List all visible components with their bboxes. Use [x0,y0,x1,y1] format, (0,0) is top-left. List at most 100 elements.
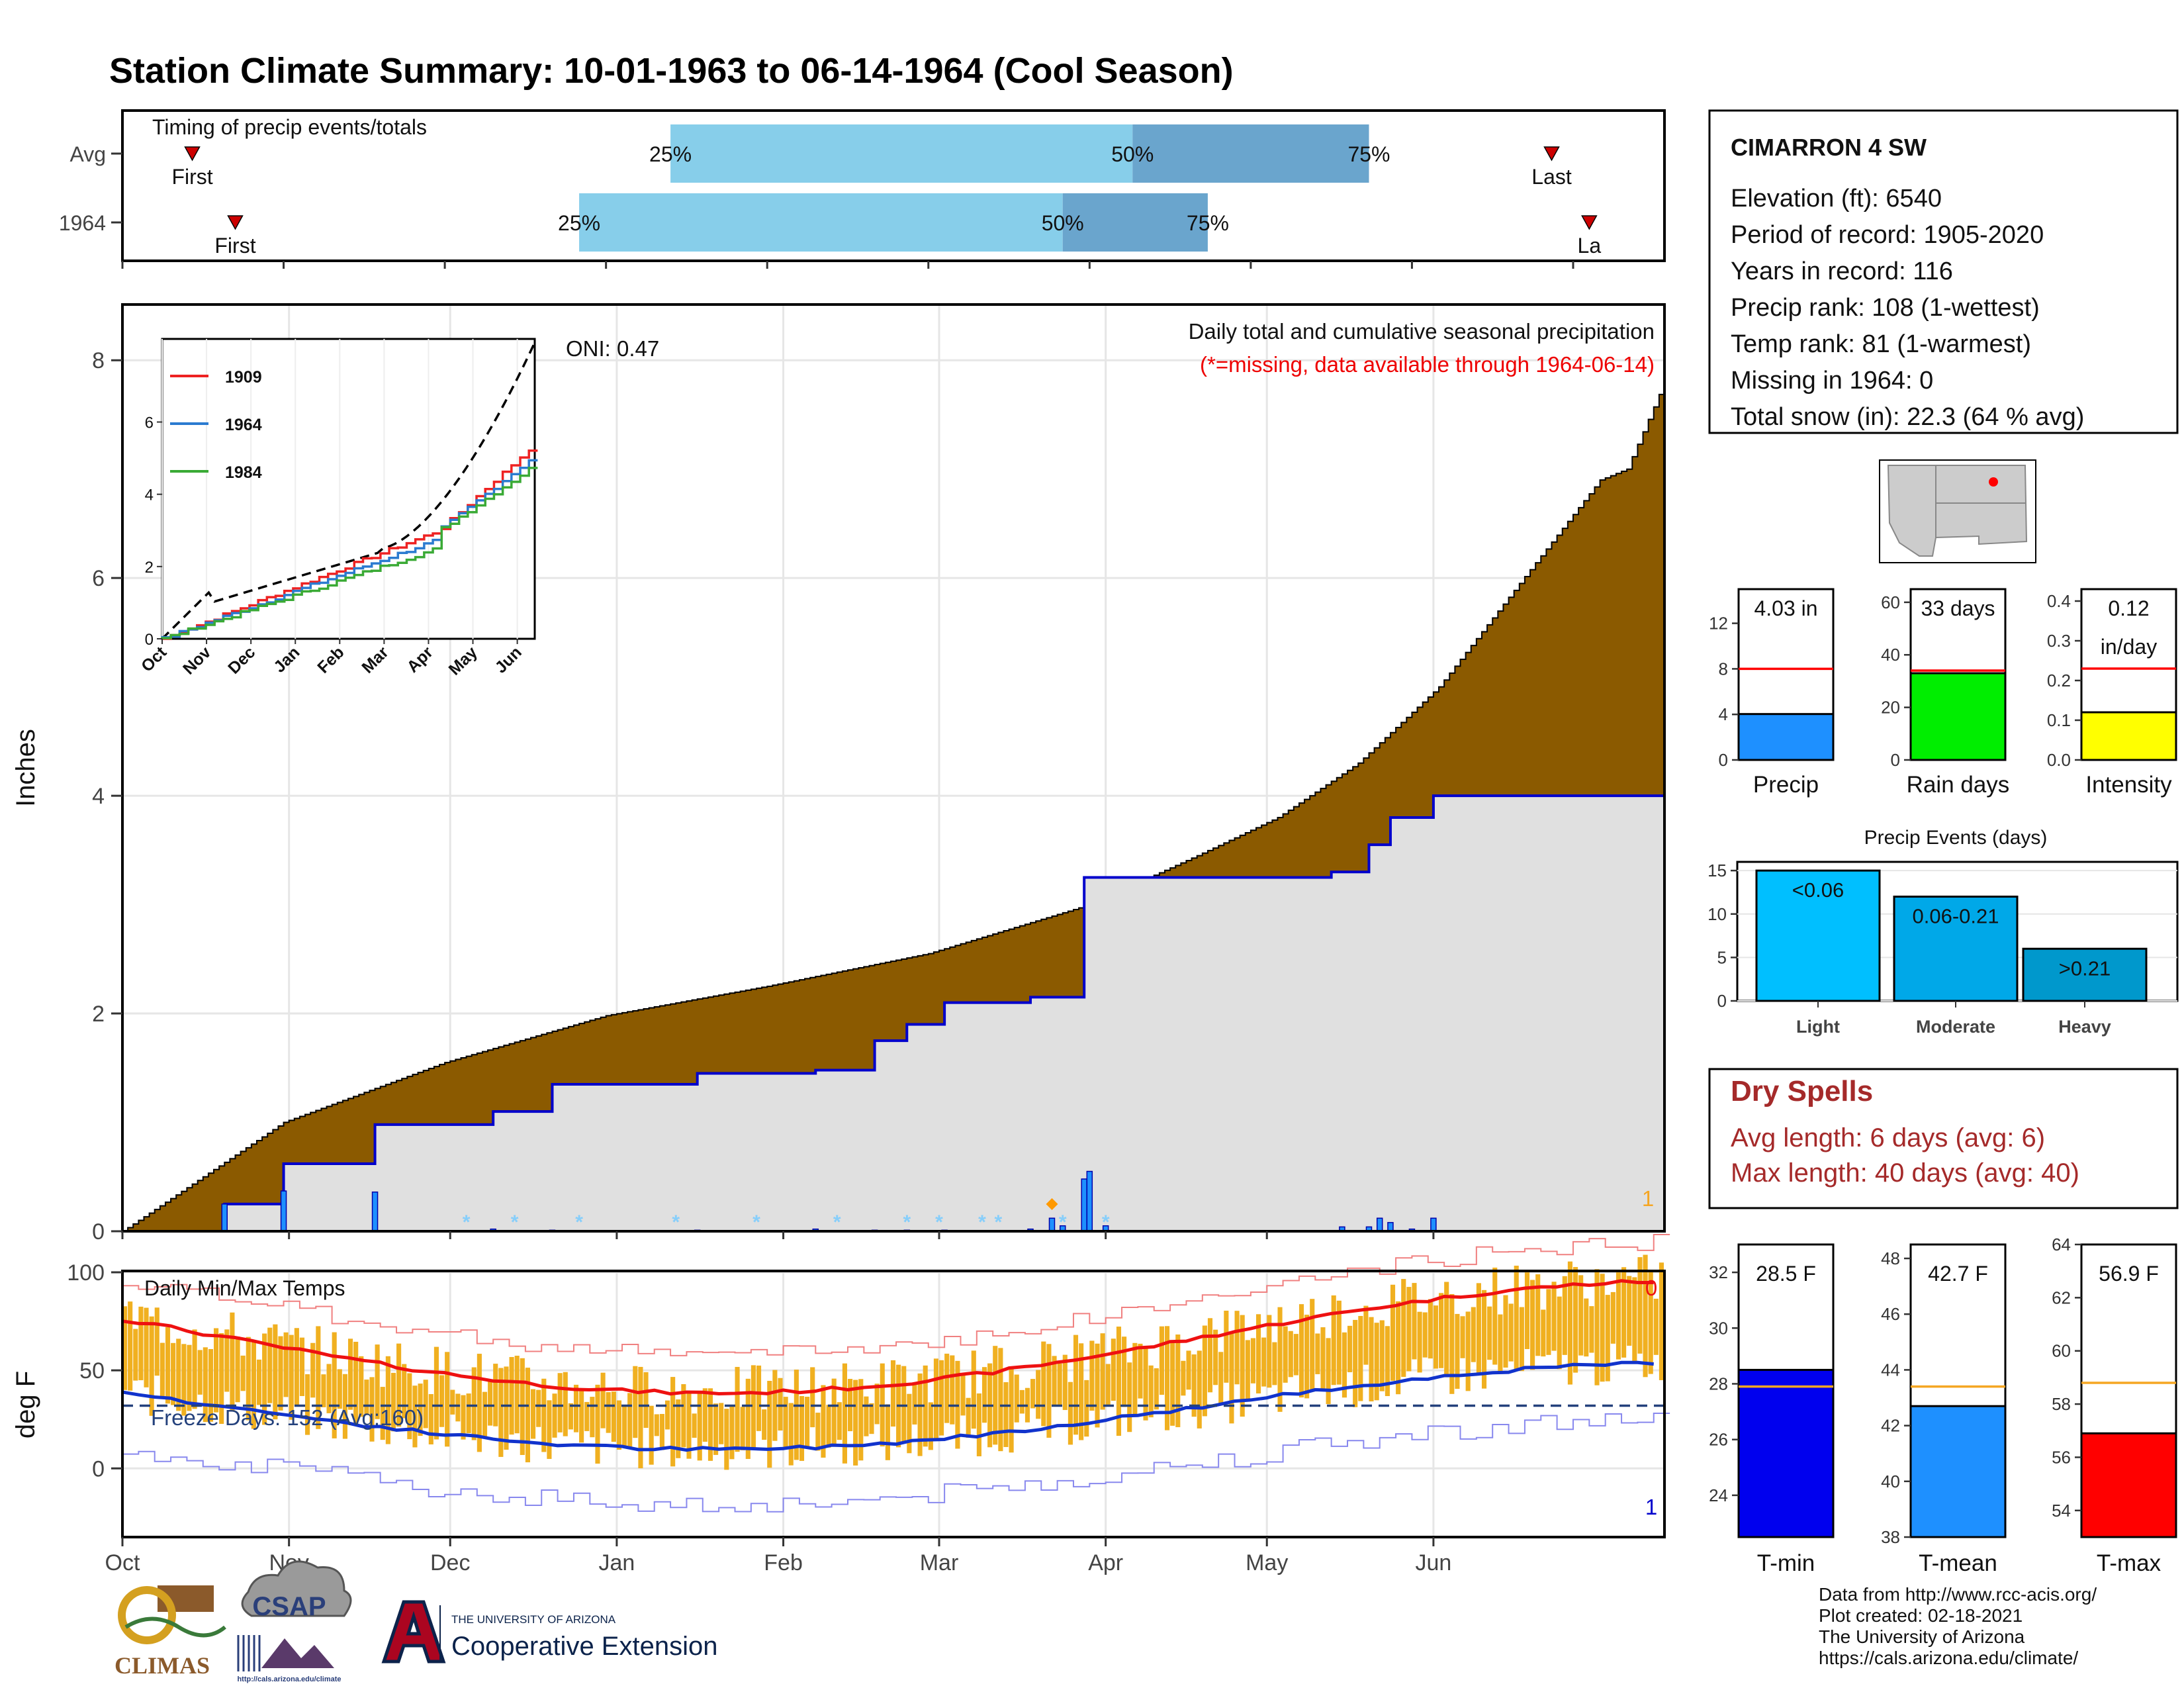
temp-daily-bar [310,1342,316,1398]
temp-daily-bar [1068,1382,1073,1445]
temp-daily-bar [933,1358,939,1440]
temp-daily-bar [433,1346,439,1440]
record-low-line [122,1412,1670,1513]
temp-daily-bar [1143,1346,1148,1421]
temp-xtick-label: Oct [105,1550,140,1575]
temp-daily-bar [262,1333,267,1425]
temp-daily-bar [858,1379,864,1461]
temp-daily-bar [1298,1304,1304,1398]
temp-summary-bar-T-max [2080,1432,2177,1538]
temp-daily-bar [1439,1293,1444,1368]
temp-daily-bar [981,1367,987,1423]
missing-note: (*=missing, data available through 1964-… [1200,352,1655,377]
temp-daily-bar [590,1397,595,1438]
temp-summary-bar-T-mean [1909,1405,2007,1538]
temp-daily-bar [1175,1334,1181,1427]
temp-daily-bar [960,1373,966,1416]
temp-daily-bar [649,1405,654,1465]
temp-summary-ytick-label: 56 [2052,1447,2071,1467]
summary-ytick-label: 60 [1881,592,1900,612]
temp-daily-bar [1524,1272,1530,1350]
summary-value-label2: in/day [2101,635,2157,659]
temp-summary-ytick-label: 26 [1709,1430,1728,1450]
temp-ytick-label: 0 [92,1456,105,1481]
temp-daily-bar [128,1301,133,1391]
temp-daily-bar [256,1359,262,1405]
temp-daily-bar [1207,1318,1213,1393]
temp-summary-ytick-label: 60 [2052,1341,2071,1361]
temp-daily-bar [950,1355,955,1425]
event-bar-Light [1755,869,1881,1002]
temp-daily-bar [1653,1298,1659,1355]
temp-daily-bar [316,1326,321,1429]
temp-daily-bar [1578,1275,1584,1356]
temp-summary-ytick-label: 38 [1881,1527,1900,1547]
station-box [1708,109,2179,434]
temp-daily-bar [375,1344,380,1419]
temp-daily-bar [450,1389,455,1415]
temp-daily-bar [531,1389,536,1439]
temp-daily-bar [332,1332,337,1438]
summary-bar-Intensity [2080,711,2177,761]
temp-daily-bar [1283,1326,1288,1383]
station-name: CIMARRON 4 SW [1731,134,1927,161]
temp-daily-bar [1154,1368,1159,1410]
temp-daily-bar [1600,1274,1605,1382]
temp-daily-bar [1148,1365,1154,1418]
temp-daily-bar [912,1383,917,1425]
temp-daily-bar [1030,1379,1036,1409]
temp-daily-bar [584,1401,590,1431]
temp-summary-value-label: 28.5 F [1756,1262,1816,1286]
temp-daily-bar [853,1380,858,1466]
temp-bottom-count: 1 [1645,1495,1657,1519]
missing-star: * [903,1211,911,1233]
temp-daily-bar [1648,1271,1653,1374]
temp-daily-bar [1643,1254,1648,1378]
timing-label: Timing of precip events/totals [152,115,427,139]
temp-daily-bar [1498,1314,1503,1372]
temp-xtick-label: Jun [1415,1550,1451,1575]
temp-daily-bar [767,1380,772,1468]
temp-summary-bar-T-min [1737,1368,1835,1538]
temp-daily-bar [1293,1334,1298,1376]
summary-bar-Precip [1737,713,1835,761]
station-info-line: Years in record: 116 [1731,258,1953,285]
temp-daily-bar [1396,1301,1401,1395]
temp-daily-bar [337,1369,342,1409]
temp-daily-bar [1159,1326,1164,1395]
temp-daily-bar [278,1336,283,1411]
temp-daily-bar [1288,1331,1293,1378]
temp-daily-bar [428,1394,433,1445]
temp-daily-bar [165,1327,171,1404]
missing-star: * [1102,1211,1110,1233]
temp-daily-bar [1417,1311,1422,1373]
temp-summary-ytick-label: 58 [2052,1394,2071,1414]
dry-spells-title: Dry Spells [1731,1075,1873,1107]
temp-daily-bar [1519,1307,1524,1372]
summary-ytick-label: 0.4 [2047,591,2071,611]
temp-daily-bar [1079,1343,1084,1440]
temp-daily-bar [138,1306,144,1381]
temp-daily-bar [230,1312,235,1412]
first-marker [227,215,244,230]
temp-daily-bar [359,1356,364,1417]
last-marker [1543,146,1560,162]
inset-ytick-label: 0 [145,631,154,649]
missing-star: * [1059,1211,1067,1233]
temp-daily-bar [1310,1299,1315,1392]
edge-count: 1 [1642,1186,1654,1211]
temp-daily-bar [1503,1295,1508,1368]
event-bar-label: <0.06 [1792,878,1844,902]
events-title: Precip Events (days) [1864,827,2048,849]
timing-row-label: Avg [69,142,106,166]
temp-daily-bar [573,1384,579,1432]
summary-value-label: 4.03 in [1754,596,1817,620]
daily-precip-bar [1376,1217,1383,1232]
station-info-line: Elevation (ft): 6540 [1731,185,1942,212]
temp-daily-bar [1594,1269,1600,1385]
footer-line: Data from http://www.rcc-acis.org/ [1819,1584,2097,1605]
avg-tmin-line [122,1360,1654,1452]
temp-daily-bar [702,1388,707,1442]
temp-daily-bar [1213,1329,1218,1385]
